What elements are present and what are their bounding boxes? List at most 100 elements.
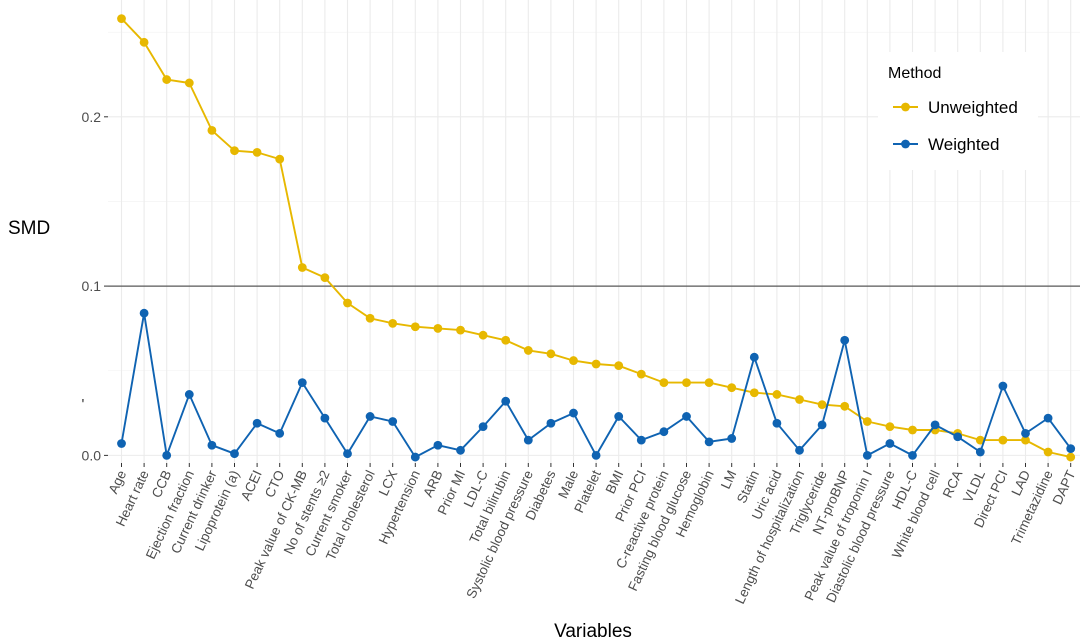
data-point-weighted [275,428,285,438]
data-point-unweighted [139,37,149,47]
data-point-unweighted [365,313,375,323]
legend-key-point [901,139,910,149]
data-point-weighted [1021,428,1030,438]
data-point-unweighted [1066,452,1076,462]
data-point-unweighted [727,383,737,393]
data-point-unweighted [840,401,850,411]
data-point-weighted [433,440,443,450]
data-point-unweighted [1021,435,1030,445]
data-point-weighted [795,445,804,455]
x-axis-title: Variables [554,621,632,642]
data-point-weighted [749,352,759,362]
data-point-weighted [659,427,669,437]
data-point-weighted [727,434,737,443]
data-point-weighted [591,450,601,460]
data-point-unweighted [1043,447,1053,457]
data-point-weighted [682,412,691,421]
data-point-unweighted [772,390,782,399]
data-point-weighted [365,412,375,421]
data-point-unweighted [885,422,895,432]
data-point-weighted [388,417,398,426]
data-point-weighted [614,412,624,421]
data-point-unweighted [795,395,804,404]
data-point-weighted [117,439,126,448]
y-tick-label: 0.0 [82,447,102,463]
data-point-unweighted [162,75,172,84]
legend-label: Weighted [928,135,1000,154]
data-point-unweighted [591,359,601,369]
legend: Method Unweighted Weighted [878,52,1038,170]
data-point-unweighted [230,146,239,156]
data-point-unweighted [862,417,872,426]
data-point-weighted [840,335,850,345]
data-point-unweighted [636,369,646,379]
data-point-unweighted [388,318,398,328]
legend-key-point [901,102,910,112]
data-point-unweighted [704,378,714,387]
stray-mark: ' [82,396,85,413]
data-point-unweighted [614,361,624,371]
y-tick-label: 0.1 [82,278,102,294]
data-point-weighted [998,381,1008,391]
series-layer: ' [82,14,1076,462]
data-point-weighted [817,420,827,430]
data-point-unweighted [433,324,443,333]
data-point-weighted [772,418,782,428]
legend-title: Method [888,65,941,82]
data-point-weighted [636,435,646,445]
data-point-unweighted [275,154,285,164]
y-axis: 0.0 0.1 0.2 [82,109,108,463]
data-point-weighted [139,308,149,318]
data-point-weighted [343,449,352,459]
data-point-weighted [320,413,330,423]
data-point-unweighted [456,325,465,335]
data-point-weighted [162,450,172,460]
data-point-weighted [885,439,895,448]
data-point-unweighted [908,425,917,435]
data-point-unweighted [297,263,307,272]
data-point-weighted [478,422,488,432]
data-point-weighted [546,418,556,428]
x-tick-label: LM [718,468,740,491]
data-point-weighted [501,396,511,406]
data-point-unweighted [749,388,759,398]
data-point-unweighted [569,356,578,365]
data-point-weighted [975,447,985,457]
data-point-weighted [930,420,940,430]
data-point-unweighted [546,349,556,359]
data-point-unweighted [252,147,262,157]
data-point-unweighted [320,273,330,283]
data-point-weighted [230,449,239,459]
data-point-weighted [207,440,217,450]
data-point-weighted [410,452,420,462]
data-point-weighted [252,418,262,428]
data-point-weighted [862,450,872,460]
y-axis-title: SMD [8,218,50,239]
data-point-weighted [184,390,194,399]
data-point-weighted [523,435,533,445]
data-point-weighted [456,445,465,455]
data-point-unweighted [659,378,669,387]
data-point-unweighted [817,400,827,409]
data-point-unweighted [207,125,217,135]
data-point-unweighted [410,322,420,332]
data-point-weighted [569,408,578,418]
data-point-weighted [704,437,714,447]
data-point-weighted [908,450,917,460]
data-point-unweighted [478,330,488,340]
data-point-weighted [1043,413,1053,423]
data-point-unweighted [975,435,985,445]
legend-label: Unweighted [928,98,1018,117]
data-point-weighted [297,378,307,387]
data-point-unweighted [184,78,194,88]
data-point-weighted [1066,444,1076,454]
data-point-unweighted [998,435,1008,445]
y-tick-label: 0.2 [82,109,102,125]
data-point-unweighted [682,378,691,387]
data-point-unweighted [117,14,126,24]
data-point-unweighted [501,335,511,345]
data-point-unweighted [523,346,533,355]
data-point-weighted [953,432,963,442]
data-point-unweighted [343,298,352,308]
